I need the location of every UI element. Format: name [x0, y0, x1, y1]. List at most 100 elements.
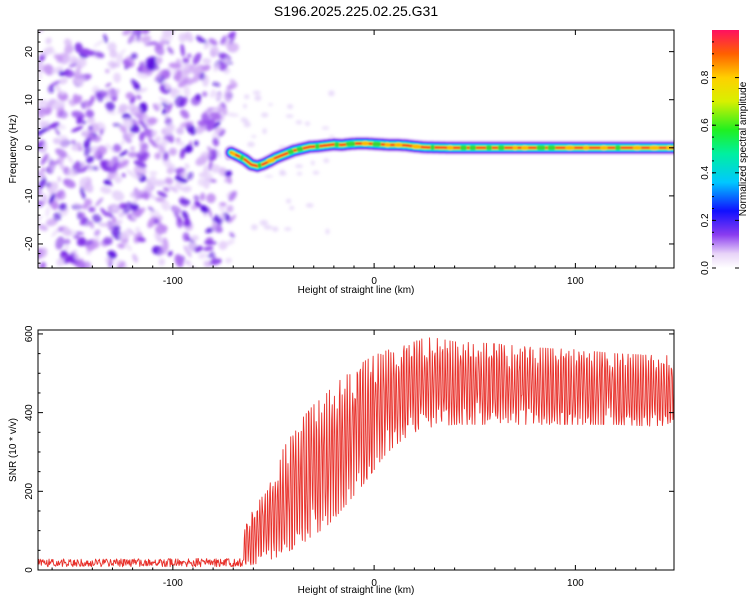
noise-blob	[224, 57, 230, 64]
noise-blob	[76, 142, 82, 149]
noise-blob	[70, 139, 77, 146]
noise-blob	[182, 57, 190, 64]
noise-blob	[140, 30, 150, 35]
ridge-blob	[565, 145, 575, 151]
noise-blob	[142, 191, 149, 200]
noise-blob	[229, 79, 237, 86]
noise-blob	[213, 63, 221, 72]
noise-blob	[179, 121, 194, 128]
noise-blob	[109, 49, 118, 59]
noise-blob	[167, 46, 174, 55]
ridge-blob	[287, 149, 294, 155]
noise-blob	[259, 219, 269, 226]
noise-blob	[247, 141, 255, 147]
noise-blob	[81, 48, 93, 56]
noise-blob	[63, 238, 71, 245]
noise-blob	[83, 137, 91, 148]
noise-blob	[92, 213, 102, 224]
noise-blob	[174, 254, 184, 268]
snr-panel: -100 0 100 0 200 400 600 Height of straight li…	[8, 325, 675, 596]
noise-blob	[183, 84, 191, 97]
noise-blob	[80, 101, 86, 110]
noise-blob	[94, 90, 108, 98]
noise-blob	[179, 198, 191, 206]
ridge-blob	[314, 143, 320, 149]
noise-blob	[284, 227, 292, 231]
ridge-blob	[649, 145, 660, 151]
noise-blob	[115, 48, 126, 59]
noise-blob	[211, 164, 221, 174]
noise-blob	[105, 101, 116, 111]
noise-blob	[223, 88, 233, 103]
noise-blob	[126, 169, 137, 179]
noise-blob	[209, 45, 222, 54]
noise-blob	[164, 177, 174, 185]
x-tick-label: 100	[567, 578, 584, 589]
noise-blob	[58, 189, 65, 196]
noise-blob	[130, 204, 138, 211]
noise-blob	[263, 225, 273, 230]
noise-blob	[76, 116, 83, 125]
noise-blob	[122, 201, 133, 214]
noise-blob	[179, 148, 186, 159]
noise-blob	[105, 143, 116, 154]
noise-blob	[180, 109, 190, 119]
noise-blob	[56, 55, 63, 63]
colorbar-axis: 0.0 0.2 0.4 0.6 0.8	[700, 41, 739, 275]
ridge-blob	[266, 157, 276, 163]
noise-blob	[105, 256, 110, 264]
noise-blob	[139, 61, 145, 67]
noise-blob	[40, 153, 49, 166]
noise-blob	[73, 253, 80, 261]
noise-blob	[52, 137, 61, 145]
noise-blob	[279, 169, 286, 175]
noise-blob	[103, 179, 112, 186]
spectrogram-frame	[37, 29, 675, 269]
noise-blob	[38, 62, 46, 73]
noise-blob	[45, 205, 50, 218]
noise-blob	[149, 171, 158, 176]
x-tick-label: 0	[371, 578, 377, 589]
ridge-blob	[394, 142, 403, 148]
noise-blob	[71, 126, 84, 133]
y-tick-label: 600	[24, 325, 35, 342]
ridge-blob	[345, 141, 356, 147]
noise-blob	[117, 243, 126, 249]
noise-blob	[208, 258, 222, 266]
noise-blob	[166, 102, 173, 114]
y-tick-label: 0	[24, 145, 35, 151]
noise-blob	[139, 146, 147, 155]
noise-blob	[295, 120, 303, 125]
spectrogram-ylabel: Frequency (Hz)	[8, 115, 19, 184]
noise-blob	[48, 122, 60, 129]
noise-blob	[268, 103, 273, 106]
noise-blob	[48, 161, 60, 166]
noise-blob	[160, 199, 171, 211]
noise-blob	[212, 137, 220, 147]
noise-blob	[155, 69, 164, 79]
noise-blob	[184, 163, 190, 169]
noise-blob	[141, 151, 150, 157]
noise-blob	[214, 127, 224, 135]
noise-blob	[191, 73, 202, 83]
noise-blob	[106, 166, 118, 174]
noise-blob	[203, 260, 212, 268]
noise-blob	[186, 171, 194, 181]
noise-blob	[122, 117, 133, 129]
ridge-blob	[334, 142, 340, 148]
noise-blob	[105, 68, 110, 74]
noise-blob	[154, 44, 165, 56]
ridge-blob	[547, 145, 556, 151]
y-tick-label: 0	[24, 567, 35, 573]
noise-blob	[262, 128, 267, 135]
noise-blob	[45, 37, 52, 45]
noise-blob	[305, 203, 314, 208]
noise-blob	[209, 89, 217, 98]
noise-blob	[323, 158, 330, 163]
noise-blob	[38, 141, 44, 151]
noise-blob	[174, 167, 186, 173]
noise-blob	[177, 78, 189, 88]
noise-blob	[264, 175, 274, 178]
noise-blob	[60, 225, 72, 237]
